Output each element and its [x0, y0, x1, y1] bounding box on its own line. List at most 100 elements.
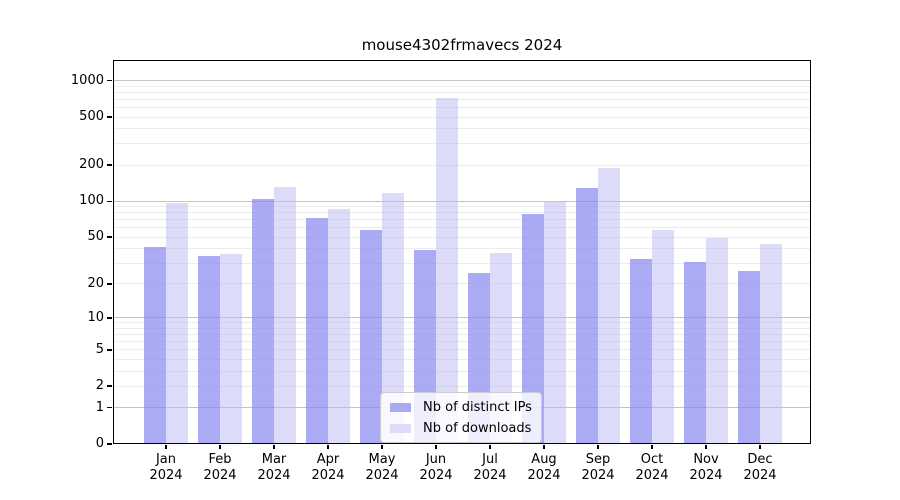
gridline-minor — [113, 143, 811, 145]
chart-title: mouse4302frmavecs 2024 — [361, 36, 563, 54]
x-tick-mark — [759, 444, 761, 449]
x-tick-label: May 2024 — [365, 452, 399, 483]
bar-downloads-may — [382, 193, 404, 444]
gridline-minor — [113, 164, 811, 166]
bar-distinct-ips-apr — [306, 217, 328, 444]
y-tick-mark — [107, 236, 112, 238]
x-tick-label: Feb 2024 — [203, 452, 237, 483]
bar-distinct-ips-mar — [252, 198, 274, 444]
y-tick-mark — [107, 349, 112, 351]
y-tick-label: 20 — [87, 275, 104, 291]
x-tick-label: Mar 2024 — [257, 452, 291, 483]
x-tick-label: Sep 2024 — [581, 452, 615, 483]
x-tick-mark — [597, 444, 599, 449]
x-tick-mark — [651, 444, 653, 449]
y-tick-label: 0 — [95, 436, 104, 451]
x-tick-mark — [327, 444, 329, 449]
y-tick-label: 200 — [79, 157, 104, 173]
gridline-minor — [113, 248, 811, 250]
x-tick-mark — [381, 444, 383, 449]
y-tick-label: 2 — [95, 378, 104, 394]
gridline-major — [113, 317, 811, 319]
gridline-minor — [113, 370, 811, 372]
x-tick-label: Dec 2024 — [743, 452, 777, 483]
gridline-minor — [113, 334, 811, 336]
legend-label-downloads: Nb of downloads — [423, 420, 532, 436]
legend-item-downloads: Nb of downloads — [390, 419, 532, 437]
bar-downloads-aug — [544, 202, 566, 444]
x-tick-label: Jul 2024 — [473, 452, 507, 483]
gridline-minor — [113, 106, 811, 108]
y-tick-mark — [107, 79, 112, 82]
x-tick-mark — [705, 444, 707, 449]
x-tick-mark — [543, 444, 545, 449]
bar-downloads-feb — [220, 254, 242, 444]
y-tick-mark — [107, 283, 112, 285]
x-tick-label: Apr 2024 — [311, 452, 345, 483]
bar-downloads-sep — [598, 167, 620, 444]
bar-distinct-ips-feb — [198, 255, 220, 444]
gridline-major — [113, 200, 811, 202]
y-tick-mark — [107, 317, 112, 319]
gridline-minor — [113, 349, 811, 351]
bar-downloads-nov — [706, 238, 728, 444]
gridline-minor — [113, 219, 811, 221]
y-tick-label: 5 — [95, 341, 104, 357]
gridline-minor — [113, 262, 811, 264]
bar-downloads-apr — [328, 208, 350, 444]
x-tick-label: Jun 2024 — [419, 452, 453, 483]
bar-distinct-ips-nov — [684, 261, 706, 444]
gridline-major — [113, 80, 811, 82]
legend: Nb of distinct IPs Nb of downloads — [380, 392, 542, 443]
y-tick-label: 500 — [79, 109, 104, 125]
bar-distinct-ips-jan — [144, 247, 166, 444]
x-tick-mark — [435, 444, 437, 449]
x-tick-label: Nov 2024 — [689, 452, 723, 483]
bar-downloads-oct — [652, 229, 674, 444]
bar-downloads-mar — [274, 187, 296, 444]
bar-distinct-ips-dec — [738, 270, 760, 444]
gridline-minor — [113, 227, 811, 229]
bar-distinct-ips-sep — [576, 187, 598, 444]
gridline-minor — [113, 206, 811, 208]
bar-distinct-ips-aug — [522, 213, 544, 444]
legend-item-distinct-ips: Nb of distinct IPs — [390, 398, 532, 416]
y-tick-mark — [107, 164, 112, 166]
y-tick-label: 100 — [79, 193, 104, 209]
y-tick-label: 1000 — [70, 72, 104, 88]
y-tick-mark — [107, 406, 112, 409]
gridline-minor — [113, 91, 811, 93]
gridline-minor — [113, 385, 811, 387]
bar-distinct-ips-may — [360, 229, 382, 444]
gridline-minor — [113, 358, 811, 360]
gridline-minor — [113, 98, 811, 100]
gridline-minor — [113, 85, 811, 87]
legend-label-distinct-ips: Nb of distinct IPs — [423, 399, 532, 415]
bar-downloads-dec — [760, 243, 782, 444]
bar-downloads-jan — [166, 202, 188, 444]
gridline-minor — [113, 283, 811, 285]
y-tick-mark — [107, 385, 112, 387]
x-tick-mark — [273, 444, 275, 449]
x-tick-label: Jan 2024 — [149, 452, 183, 483]
legend-swatch-distinct-ips-icon — [390, 402, 411, 412]
gridline-minor — [113, 212, 811, 214]
gridline-minor — [113, 327, 811, 329]
y-tick-mark — [107, 443, 112, 445]
x-tick-mark — [165, 444, 167, 449]
y-tick-label: 50 — [87, 229, 104, 245]
y-tick-label: 1 — [95, 399, 104, 415]
gridline-minor — [113, 322, 811, 324]
x-tick-label: Oct 2024 — [635, 452, 669, 483]
gridline-minor — [113, 341, 811, 343]
bar-distinct-ips-oct — [630, 258, 652, 444]
y-tick-mark — [107, 200, 112, 203]
y-tick-mark — [107, 116, 112, 118]
legend-swatch-downloads-icon — [390, 423, 411, 433]
x-tick-mark — [219, 444, 221, 449]
gridline-minor — [113, 236, 811, 238]
bar-downloads-jun — [436, 98, 458, 444]
gridline-minor — [113, 116, 811, 118]
gridline-minor — [113, 128, 811, 130]
